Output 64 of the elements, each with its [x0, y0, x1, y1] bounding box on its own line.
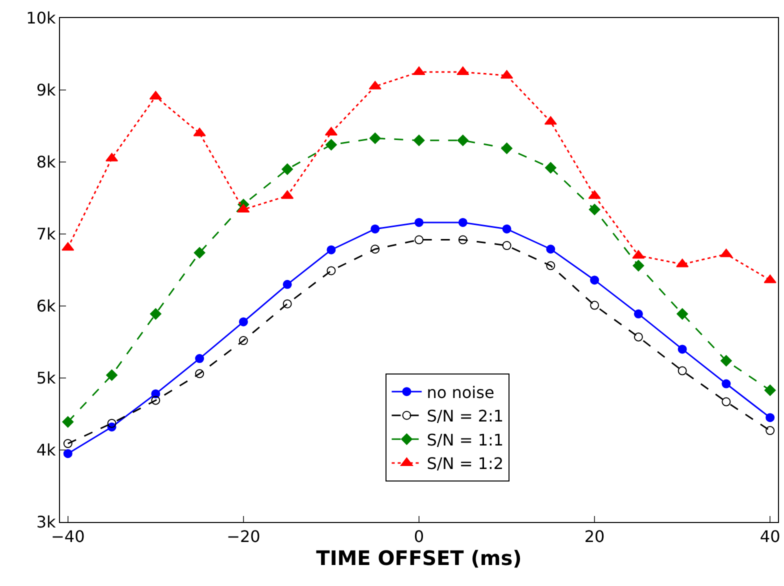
point [150, 308, 162, 320]
y-tick-label: 6k [36, 296, 57, 316]
point [238, 317, 248, 326]
point [369, 132, 381, 144]
point [678, 344, 687, 354]
point [151, 396, 160, 405]
point [722, 379, 731, 388]
y-tick-label: 10k [26, 8, 57, 28]
point [590, 276, 600, 285]
point [195, 354, 204, 364]
point [458, 218, 468, 227]
point [107, 418, 116, 428]
legend-label: S/N = 2:1 [426, 406, 504, 426]
point [63, 449, 72, 458]
point [764, 384, 776, 396]
point [62, 416, 74, 428]
y-tick-label: 5k [36, 368, 57, 388]
point [502, 241, 512, 250]
point [546, 244, 556, 254]
point [414, 218, 424, 227]
point [634, 309, 643, 318]
legend-label: S/N = 1:1 [426, 430, 504, 450]
point [195, 369, 204, 378]
point [282, 299, 292, 308]
x-tick-label: 40 [760, 527, 780, 546]
legend-label: no noise [426, 382, 494, 402]
point [238, 336, 248, 346]
point [722, 397, 731, 406]
x-tick-label: 0 [414, 527, 424, 546]
point [457, 134, 469, 146]
point [676, 308, 688, 320]
y-tick-label: 7k [36, 224, 57, 244]
point [590, 300, 600, 310]
point [588, 204, 600, 216]
point [326, 139, 337, 150]
y-tick-label: 9k [36, 80, 57, 100]
point [326, 266, 336, 276]
x-axis-title: TIME OFFSET (ms) [316, 546, 522, 570]
point [632, 260, 644, 272]
point [63, 439, 72, 448]
point [546, 261, 556, 270]
x-tick-label: 20 [584, 527, 605, 546]
point [720, 355, 732, 366]
point [766, 413, 775, 422]
x-tick-label: −20 [226, 527, 260, 546]
point [413, 134, 425, 146]
point [502, 224, 512, 234]
point [282, 280, 292, 289]
point [282, 164, 294, 175]
point [766, 426, 775, 436]
point [458, 235, 468, 244]
point [544, 162, 556, 174]
point [194, 247, 206, 258]
legend-label: S/N = 1:2 [426, 454, 504, 474]
point [370, 244, 380, 254]
point [501, 142, 512, 154]
point [370, 224, 380, 234]
y-tick-label: 4k [36, 440, 57, 460]
point [634, 332, 643, 342]
point [326, 245, 336, 254]
point [678, 366, 687, 376]
point [414, 235, 424, 244]
point [106, 369, 118, 381]
y-tick-label: 8k [36, 152, 57, 172]
